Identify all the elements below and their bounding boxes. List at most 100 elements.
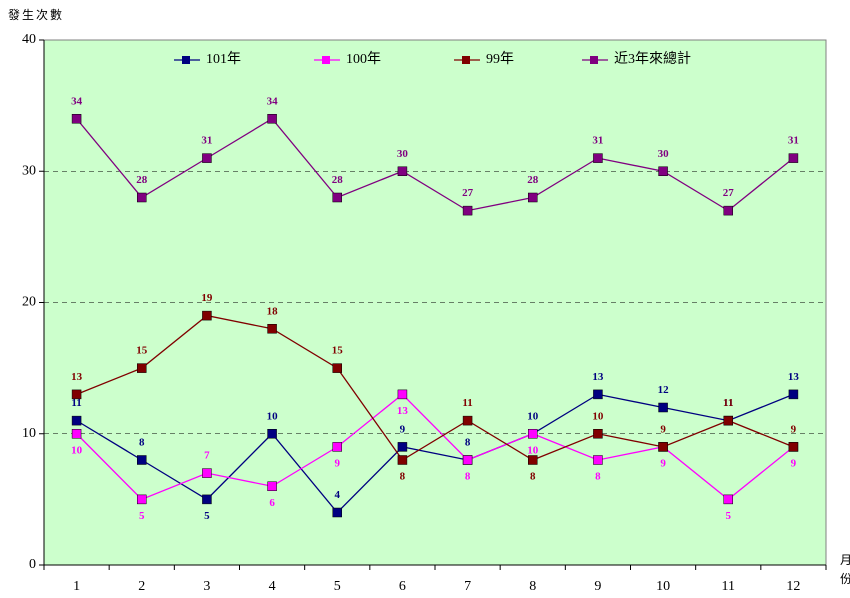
data-label: 8 <box>400 471 406 483</box>
data-label: 4 <box>335 489 341 501</box>
point <box>137 494 147 505</box>
point <box>332 192 342 203</box>
point <box>658 442 668 452</box>
data-label: 9 <box>660 457 666 469</box>
y-tick-label: 20 <box>22 295 36 310</box>
data-label: 8 <box>530 471 536 483</box>
y-tick-label: 30 <box>22 163 36 178</box>
data-label: 30 <box>397 148 409 160</box>
legend-marker <box>462 56 470 64</box>
legend-marker <box>322 56 330 64</box>
y-tick-label: 10 <box>22 426 36 441</box>
data-label: 13 <box>397 405 409 417</box>
data-label: 31 <box>592 135 603 147</box>
series-line <box>76 393 794 501</box>
point <box>202 468 212 478</box>
series-line <box>76 393 794 514</box>
point <box>593 153 603 163</box>
data-label: 5 <box>139 510 145 522</box>
point <box>658 402 668 413</box>
data-label: 5 <box>204 510 210 522</box>
point <box>723 415 733 426</box>
legend-label: 近3年來總計 <box>614 50 691 67</box>
point <box>71 114 82 124</box>
point <box>202 153 212 163</box>
data-label: 7 <box>204 450 210 462</box>
point <box>723 205 733 216</box>
point <box>267 429 277 439</box>
point <box>332 507 342 518</box>
x-tick-label: 7 <box>464 579 471 593</box>
x-tick-label: 12 <box>786 579 800 593</box>
series-line <box>76 117 794 212</box>
data-label: 28 <box>136 174 148 186</box>
point <box>462 205 473 216</box>
point <box>528 455 538 465</box>
data-label: 9 <box>791 423 797 435</box>
point <box>528 192 538 203</box>
data-label: 27 <box>462 187 474 199</box>
data-label: 8 <box>139 437 145 449</box>
point <box>267 481 277 491</box>
point <box>137 192 147 203</box>
data-label: 10 <box>267 410 279 422</box>
data-label: 6 <box>269 497 275 509</box>
data-label: 28 <box>527 174 539 186</box>
data-label: 15 <box>136 345 148 357</box>
data-label: 13 <box>788 371 800 383</box>
point <box>397 442 408 452</box>
legend-label: 99年 <box>486 51 514 67</box>
data-label: 8 <box>595 471 601 483</box>
data-label: 34 <box>71 95 83 107</box>
point <box>397 166 408 176</box>
point <box>137 455 147 465</box>
point <box>332 442 342 452</box>
data-label: 10 <box>592 410 604 422</box>
y-tick-label: 0 <box>29 557 36 572</box>
point <box>267 324 277 334</box>
data-label: 11 <box>723 397 733 409</box>
x-tick-label: 11 <box>722 579 735 593</box>
point <box>658 166 668 176</box>
x-tick-label: 10 <box>656 579 670 593</box>
x-tick-label: 3 <box>203 579 210 593</box>
x-tick-label: 8 <box>529 579 536 593</box>
data-label: 8 <box>465 437 471 449</box>
y-tick-label: 40 <box>22 32 36 47</box>
data-label: 9 <box>335 457 341 469</box>
x-tick-label: 5 <box>334 579 341 593</box>
data-label: 12 <box>658 384 670 396</box>
data-label: 13 <box>592 371 604 383</box>
point <box>788 442 799 452</box>
legend-label: 101年 <box>206 51 241 67</box>
data-label: 10 <box>71 444 83 456</box>
data-label: 13 <box>71 371 83 383</box>
y-axis-label: 發生次數 <box>8 7 64 22</box>
data-label: 9 <box>660 423 666 435</box>
data-label: 11 <box>723 397 733 409</box>
data-label: 18 <box>267 305 279 317</box>
legend-marker <box>182 56 190 64</box>
data-label: 27 <box>723 187 735 199</box>
data-label: 19 <box>201 292 213 304</box>
point <box>137 363 147 373</box>
data-label: 11 <box>462 397 472 409</box>
point <box>723 494 733 505</box>
x-axis-label: 月份 <box>840 553 850 586</box>
x-tick-label: 4 <box>269 579 276 593</box>
point <box>462 455 473 465</box>
point <box>332 363 342 373</box>
data-label: 5 <box>726 510 732 522</box>
data-label: 28 <box>332 174 344 186</box>
point <box>593 389 603 400</box>
legend-label: 100年 <box>346 51 381 67</box>
data-label: 34 <box>267 95 279 107</box>
x-tick-label: 2 <box>138 579 145 593</box>
point <box>71 415 82 426</box>
point <box>593 429 603 439</box>
data-label: 30 <box>658 148 670 160</box>
data-label: 9 <box>791 457 797 469</box>
x-tick-label: 9 <box>594 579 601 593</box>
point <box>267 114 277 124</box>
